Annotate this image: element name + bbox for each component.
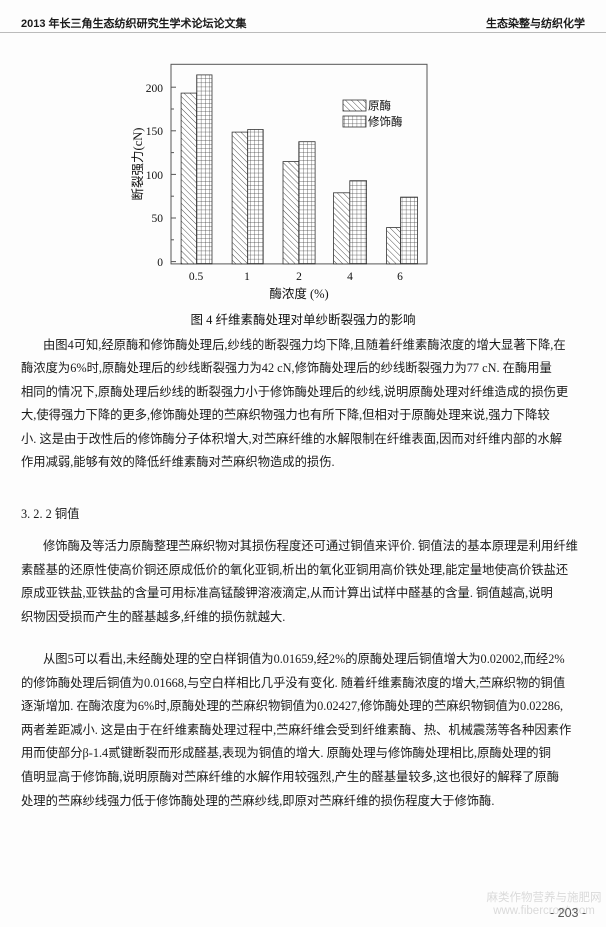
svg-text:150: 150 — [146, 126, 164, 138]
svg-text:原酶: 原酶 — [368, 100, 391, 113]
svg-text:4: 4 — [347, 271, 353, 283]
svg-text:酶浓度 (%): 酶浓度 (%) — [269, 286, 328, 301]
svg-text:50: 50 — [152, 213, 164, 225]
svg-text:断裂强力(cN): 断裂强力(cN) — [130, 128, 145, 201]
svg-text:2: 2 — [296, 271, 302, 283]
svg-text:1: 1 — [244, 271, 250, 283]
svg-text:200: 200 — [146, 83, 164, 95]
svg-text:100: 100 — [146, 170, 164, 182]
svg-text:0: 0 — [157, 257, 163, 269]
svg-text:6: 6 — [397, 271, 403, 283]
svg-text:修饰酶: 修饰酶 — [368, 115, 403, 129]
svg-text:0.5: 0.5 — [189, 271, 204, 283]
